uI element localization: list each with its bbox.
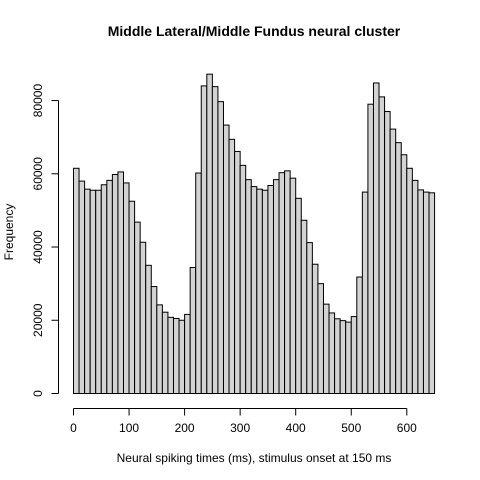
histogram-bar (400, 154, 408, 394)
histogram-bar (228, 138, 236, 394)
histogram-bar (250, 186, 258, 394)
histogram-bar (184, 313, 191, 394)
histogram-bar (289, 177, 297, 394)
histogram-bar (78, 180, 86, 394)
x-tick-label: 600 (397, 421, 417, 435)
x-axis-label: Neural spiking times (ms), stimulus onse… (117, 451, 392, 465)
histogram-bar (100, 184, 108, 394)
histogram-bar (161, 311, 169, 395)
x-tick-label: 200 (175, 421, 195, 435)
histogram-bar (122, 182, 130, 394)
x-tick-label: 400 (286, 421, 306, 435)
y-tick-label: 80000 (31, 84, 45, 118)
y-axis: 0 20000 40000 60000 80000 (31, 84, 59, 397)
histogram-bar (139, 241, 147, 394)
histogram-bar (239, 164, 247, 394)
histogram-bar (156, 304, 163, 395)
histogram-bar (328, 312, 336, 395)
y-axis-label: Frequency (2, 204, 16, 261)
histogram-bar (411, 179, 419, 394)
histogram-bar (200, 85, 208, 394)
histogram-bar (422, 191, 430, 394)
histogram-bar (267, 184, 274, 394)
histogram-bar (195, 172, 202, 394)
histogram-bar (384, 111, 391, 394)
x-tick-label: 100 (119, 421, 139, 435)
histogram-bar (306, 242, 313, 394)
histogram-bar (378, 96, 386, 395)
histogram-bar (222, 124, 230, 394)
histogram-bar (189, 267, 197, 394)
histogram-bar (73, 167, 80, 394)
histogram-bar (334, 318, 341, 394)
histogram-bar (311, 263, 319, 395)
histogram-bar (261, 189, 269, 394)
histogram-bar (234, 150, 241, 394)
histogram-bar (350, 316, 358, 394)
histogram-bar (167, 316, 174, 395)
x-axis: 0 100 200 300 400 500 600 (70, 408, 417, 435)
histogram-bar (128, 200, 136, 394)
bar-group (73, 73, 436, 395)
histogram-bar (295, 197, 302, 394)
histogram-bar (417, 189, 424, 394)
histogram-bar (111, 174, 119, 394)
histogram-bar (178, 319, 186, 395)
histogram-bar (95, 189, 102, 394)
histogram-bar (372, 82, 380, 394)
histogram-bar (356, 276, 363, 394)
histogram-bar (206, 73, 213, 394)
histogram-bar (339, 320, 347, 394)
histogram-bar (84, 188, 91, 394)
histogram-bar (406, 167, 413, 394)
histogram-bar (145, 264, 152, 394)
histogram-bar (272, 179, 280, 394)
histogram-bar (245, 179, 252, 394)
histogram-bar (428, 192, 436, 394)
histogram-bar (367, 103, 374, 395)
histogram-bar (117, 171, 124, 394)
histogram-bar (211, 86, 219, 395)
x-tick-label: 500 (341, 421, 361, 435)
histogram-bar (389, 128, 397, 394)
histogram-bar (278, 172, 286, 394)
histogram-bar (395, 142, 402, 394)
histogram-bar (134, 221, 141, 394)
histogram-bar (256, 188, 263, 394)
histogram-bar (217, 101, 224, 394)
histogram-bar (345, 321, 352, 394)
x-tick-label: 300 (230, 421, 250, 435)
histogram-bar (106, 179, 113, 394)
chart-title: Middle Lateral/Middle Fundus neural clus… (108, 23, 401, 39)
histogram-bar (89, 189, 97, 394)
histogram-bar (150, 286, 158, 395)
histogram-bar (172, 317, 180, 394)
histogram-bar (300, 219, 308, 394)
histogram-bar (284, 170, 291, 394)
y-tick-label: 0 (31, 390, 45, 397)
histogram-bar (322, 303, 330, 394)
y-tick-label: 40000 (31, 230, 45, 264)
x-tick-label: 0 (70, 421, 77, 435)
histogram-bar (361, 191, 369, 394)
histogram-bar (317, 283, 324, 395)
y-tick-label: 20000 (31, 303, 45, 337)
y-tick-label: 60000 (31, 157, 45, 191)
